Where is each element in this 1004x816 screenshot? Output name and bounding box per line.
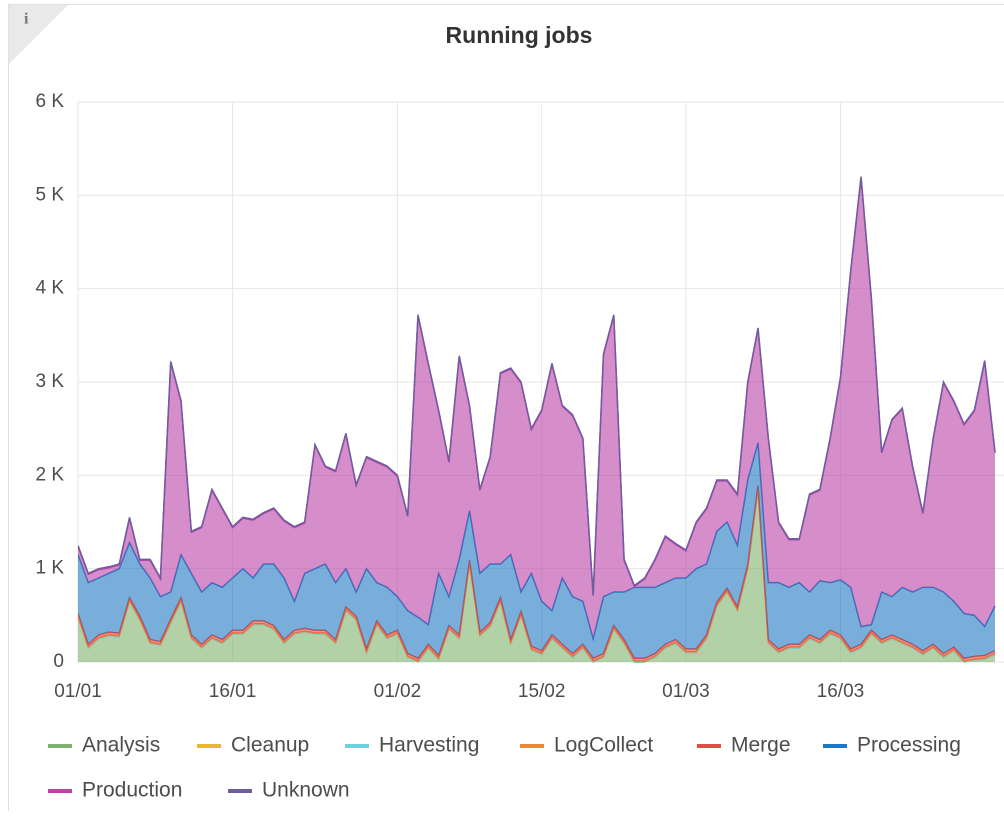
y-tick-label: 4 K xyxy=(35,278,64,299)
legend-swatch xyxy=(345,744,369,748)
x-tick-label: 01/02 xyxy=(374,681,422,702)
legend-label: LogCollect xyxy=(554,734,653,757)
x-tick-label: 16/01 xyxy=(209,681,257,702)
panel-title: Running jobs xyxy=(446,22,593,48)
legend-label: Cleanup xyxy=(231,734,309,757)
x-tick-label: 01/01 xyxy=(54,681,102,702)
info-icon[interactable]: i xyxy=(24,11,29,28)
legend-swatch xyxy=(48,789,72,793)
legend-swatch xyxy=(823,744,847,748)
legend-label: Harvesting xyxy=(379,734,479,757)
legend-swatch xyxy=(520,744,544,748)
legend-label: Unknown xyxy=(262,779,350,802)
x-tick-label: 16/03 xyxy=(817,681,865,702)
y-tick-label: 2 K xyxy=(35,464,64,485)
y-tick-label: 3 K xyxy=(35,371,64,392)
legend-label: Analysis xyxy=(82,734,160,757)
legend-label: Merge xyxy=(731,734,791,757)
legend-label: Processing xyxy=(857,734,961,757)
x-tick-label: 15/02 xyxy=(518,681,566,702)
y-tick-label: 5 K xyxy=(35,184,64,205)
y-tick-label: 1 K xyxy=(35,558,64,579)
legend-swatch xyxy=(228,789,252,793)
legend-label: Production xyxy=(82,779,182,802)
x-tick-label: 01/03 xyxy=(662,681,710,702)
legend-swatch xyxy=(697,744,721,748)
y-tick-label: 6 K xyxy=(35,91,64,112)
y-tick-label: 0 xyxy=(53,651,64,672)
legend-swatch xyxy=(48,744,72,748)
legend-swatch xyxy=(197,744,221,748)
